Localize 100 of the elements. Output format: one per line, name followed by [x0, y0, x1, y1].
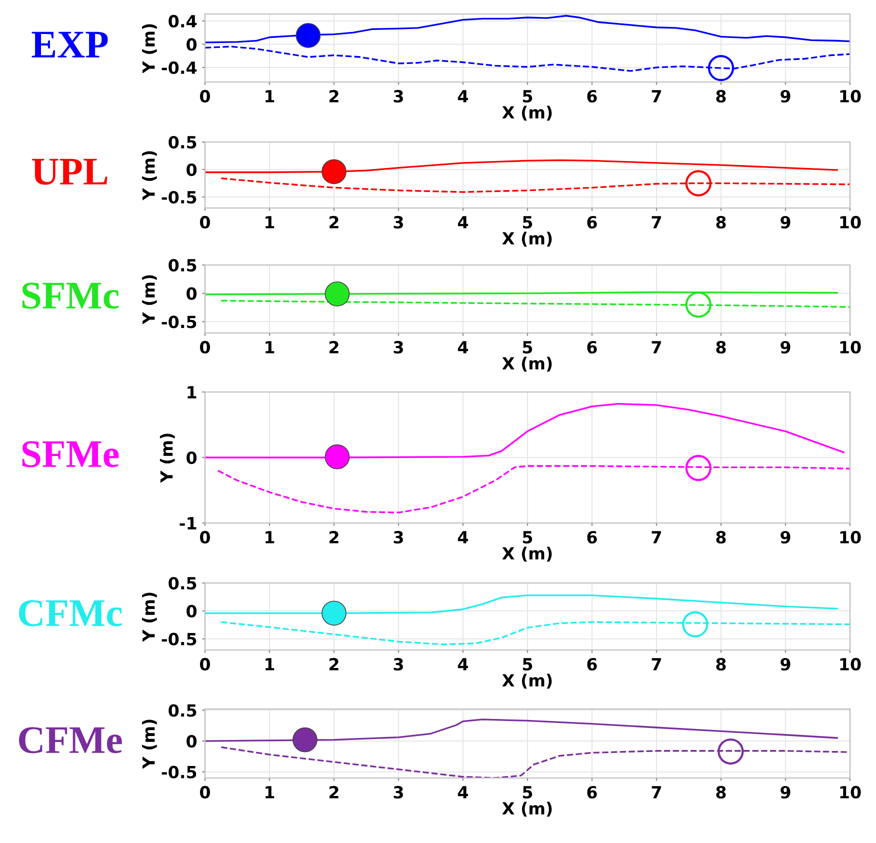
x-tick-label: 7 [652, 216, 661, 228]
x-axis-title: X (m) [502, 674, 552, 689]
x-tick-label: 1 [266, 786, 274, 798]
x-axis-title: X (m) [502, 546, 552, 562]
x-tick-label: 4 [458, 786, 468, 798]
y-tick-label: -0.5 [162, 316, 196, 328]
x-tick-label: 8 [716, 216, 726, 229]
y-tick-label: 0 [186, 451, 197, 464]
text: SFMe [22, 441, 119, 468]
x-tick-label: 10 [840, 340, 861, 354]
y-tick-label: 0 [186, 735, 197, 748]
x-tick-label: 9 [780, 658, 790, 671]
x-tick-label: 2 [330, 90, 338, 102]
x-tick-label: 8 [716, 340, 726, 354]
x-tick-label: 9 [780, 216, 790, 229]
x-axis-title: X (m) [502, 106, 552, 121]
x-tick-label: 3 [394, 658, 403, 671]
x-tick-label: 1 [266, 531, 274, 544]
y-tick-label: 0.4 [168, 14, 197, 28]
x-tick-label: 8 [716, 786, 726, 799]
y-tick-label: 0 [186, 163, 197, 176]
x-tick-label: 8 [716, 658, 726, 671]
y-axis-title: Y (m) [142, 151, 157, 200]
y-tick-label: -1 [180, 517, 196, 530]
y-tick-label: 0 [186, 38, 197, 51]
x-tick-label: 9 [780, 340, 790, 354]
x-tick-label: 0 [200, 340, 210, 354]
chart-title: CFMe [19, 727, 122, 754]
x-tick-label: 6 [587, 340, 597, 354]
x-tick-label: 7 [652, 90, 661, 102]
chart-title: UPL [32, 158, 108, 185]
y-tick-label: -0.4 [162, 61, 197, 74]
x-tick-label: 10 [840, 658, 861, 671]
x-tick-label: 2 [330, 530, 338, 544]
x-tick-label: 0 [200, 786, 210, 799]
y-tick-label: 0.5 [168, 136, 196, 149]
x-tick-label: 0 [200, 658, 210, 671]
x-tick-label: 2 [330, 658, 338, 670]
x-tick-label: 0 [200, 530, 210, 544]
x-tick-label: 1 [266, 216, 274, 228]
x-tick-label: 6 [587, 786, 597, 799]
x-tick-label: 5 [522, 531, 532, 544]
x-tick-label: 2 [330, 786, 338, 798]
x-tick-label: 5 [522, 341, 532, 354]
x-tick-label: 3 [394, 216, 403, 229]
chart-title: SFMc [22, 282, 119, 309]
chart-title: EXP [32, 32, 108, 58]
x-tick-label: 9 [780, 90, 790, 103]
y-axis-title: Y (m) [142, 275, 157, 324]
x-tick-label: 1 [266, 341, 274, 354]
x-tick-label: 10 [840, 216, 861, 229]
x-tick-label: 5 [522, 216, 532, 229]
x-tick-label: 6 [587, 658, 597, 671]
x-tick-label: 6 [587, 216, 597, 229]
x-tick-label: 2 [330, 216, 338, 228]
y-tick-label: 0.5 [168, 258, 196, 272]
y-tick-label: -0.5 [162, 632, 196, 646]
x-tick-label: 7 [652, 341, 661, 354]
y-axis-title: Y (m) [142, 720, 157, 769]
x-tick-label: 9 [780, 786, 790, 799]
x-tick-label: 8 [716, 90, 726, 103]
x-tick-label: 10 [840, 786, 861, 799]
x-tick-label: 4 [458, 341, 468, 354]
x-tick-label: 4 [458, 658, 468, 670]
x-tick-label: 5 [522, 658, 532, 671]
x-tick-label: 0 [200, 90, 210, 103]
y-tick-label: 0.5 [168, 704, 196, 717]
x-tick-label: 8 [716, 530, 726, 544]
x-tick-label: 7 [652, 658, 661, 670]
x-tick-label: 6 [587, 90, 597, 103]
x-tick-label: 0 [200, 216, 210, 229]
x-tick-label: 1 [266, 90, 274, 102]
x-tick-label: 2 [330, 340, 338, 354]
chart-title: CFMc [19, 600, 122, 626]
x-axis-title: X (m) [502, 232, 552, 247]
y-axis-title: Y (m) [142, 592, 157, 642]
x-tick-label: 5 [522, 786, 532, 799]
x-tick-label: 10 [840, 530, 861, 544]
x-tick-label: 3 [394, 786, 403, 799]
x-tick-label: 10 [840, 90, 861, 103]
x-tick-label: 5 [522, 90, 532, 103]
y-axis-title: Y (m) [142, 24, 157, 74]
x-tick-label: 3 [394, 90, 403, 103]
y-axis-title: Y (m) [160, 434, 175, 483]
x-axis-title: X (m) [502, 802, 552, 817]
x-tick-label: 4 [458, 531, 468, 544]
x-tick-label: 6 [587, 530, 597, 544]
x-axis-title: X (m) [502, 356, 552, 372]
x-tick-label: 3 [394, 530, 403, 544]
x-tick-label: 4 [458, 90, 468, 102]
y-tick-label: 1 [188, 386, 196, 398]
y-tick-label: 0.5 [168, 576, 196, 590]
y-tick-label: -0.5 [162, 190, 196, 204]
y-tick-label: 0 [186, 604, 197, 618]
x-tick-label: 9 [780, 530, 790, 544]
y-tick-label: -0.5 [162, 766, 196, 778]
y-tick-label: 0 [186, 287, 197, 300]
x-tick-label: 7 [652, 531, 661, 544]
x-tick-label: 7 [652, 786, 661, 798]
x-tick-label: 4 [458, 216, 468, 228]
